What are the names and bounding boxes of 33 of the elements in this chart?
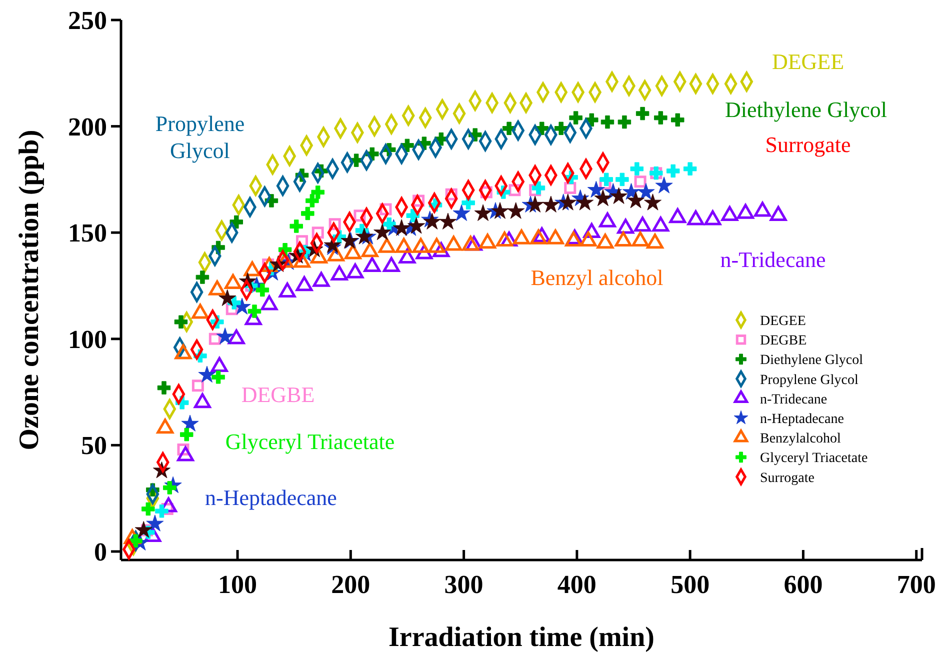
annotation: Glyceryl Triacetate <box>225 429 395 454</box>
legend-label: n-Tridecane <box>760 392 828 408</box>
annotation: n-Tridecane <box>720 247 826 272</box>
x-tick-label: 700 <box>896 570 936 599</box>
y-tick-label: 200 <box>68 112 107 142</box>
annotation: Surrogate <box>765 132 851 157</box>
legend-label: DEGEE <box>760 314 806 329</box>
annotation: DEGBE <box>241 382 315 407</box>
y-tick-label: 250 <box>68 6 107 35</box>
x-axis-title: Irradiation time (min) <box>388 622 654 653</box>
y-tick-label: 100 <box>68 324 107 354</box>
x-tick-label: 200 <box>331 570 370 599</box>
legend-label: n-Heptadecane <box>760 412 844 427</box>
annotation: Propylene Glycol <box>155 111 245 163</box>
annotation: n-Heptadecane <box>205 485 337 510</box>
annotation: Diethylene Glycol <box>725 97 887 122</box>
x-tick-label: 400 <box>557 570 596 599</box>
annotation: Benzyl alcohol <box>530 265 664 290</box>
legend-label: Surrogate <box>760 470 814 486</box>
legend-label: DEGBE <box>760 334 807 349</box>
legend-label: Propylene Glycol <box>760 372 858 388</box>
y-axis-title: Ozone concentration (ppb) <box>14 130 45 450</box>
y-tick-label: 50 <box>81 431 107 460</box>
x-tick-label: 300 <box>444 570 484 599</box>
legend-label: Diethylene Glycol <box>760 353 864 368</box>
x-tick-label: 100 <box>218 570 258 599</box>
annotation: DEGEE <box>772 49 844 74</box>
legend-label: Benzylalcohol <box>760 432 841 447</box>
legend-label: Glyceryl Triacetate <box>760 451 868 466</box>
y-tick-label: 150 <box>68 218 107 248</box>
x-tick-label: 600 <box>784 570 823 599</box>
y-tick-label: 0 <box>94 537 107 566</box>
x-tick-label: 500 <box>670 570 710 599</box>
